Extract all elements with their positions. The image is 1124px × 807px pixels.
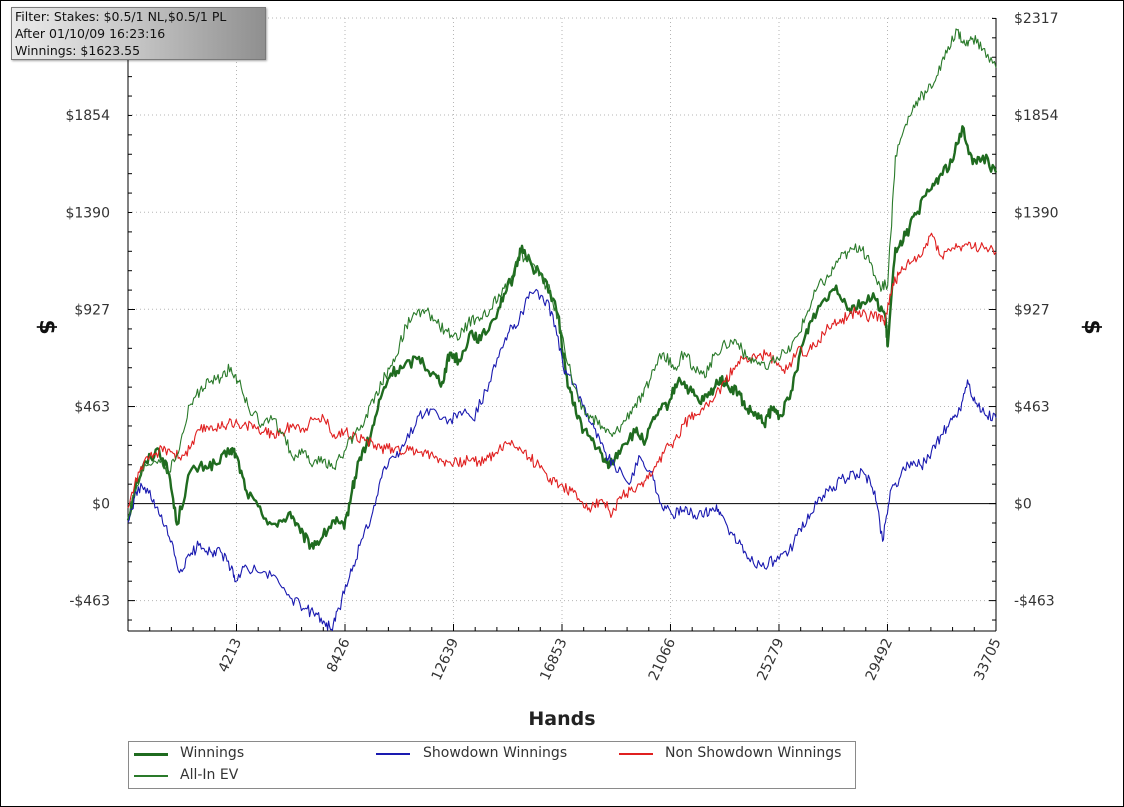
x-tick-label: 16853 xyxy=(537,636,570,683)
legend-label-allin-ev: All-In EV xyxy=(180,767,239,783)
legend-label-non-showdown: Non Showdown Winnings xyxy=(665,745,842,761)
series-line-non-showdown-winnings xyxy=(127,232,997,518)
y-axis-title-left: $ xyxy=(34,319,59,334)
filter-info-box: Filter: Stakes: $0.5/1 NL,$0.5/1 PL Afte… xyxy=(11,7,266,60)
x-tick-label: 4213 xyxy=(216,636,246,675)
series-line-winnings xyxy=(126,125,998,550)
y-tick-label-right: $927 xyxy=(1014,302,1050,318)
grid xyxy=(128,17,997,631)
legend-label-showdown: Showdown Winnings xyxy=(423,745,568,761)
y-tick-label-right: $0 xyxy=(1014,497,1032,513)
series-line-all-in-ev xyxy=(127,28,997,517)
y-tick-label-left: $1854 xyxy=(65,108,110,124)
winnings-total-text: Winnings: $1623.55 xyxy=(15,43,141,58)
y-tick-label-left: $927 xyxy=(74,302,110,318)
y-tick-label-right: $1390 xyxy=(1014,205,1059,221)
x-tick-label: 29492 xyxy=(863,636,896,683)
x-axis-title: Hands xyxy=(528,708,595,730)
legend-label-winnings: Winnings xyxy=(180,745,245,761)
x-tick-label: 8426 xyxy=(324,636,354,675)
after-date-text: After 01/10/09 16:23:16 xyxy=(15,26,166,41)
y-tick-label-left: $463 xyxy=(74,400,110,416)
legend-swatch-showdown xyxy=(376,753,410,755)
y-tick-label-right: $2317 xyxy=(1014,11,1059,27)
legend-swatch-non-showdown xyxy=(619,753,653,755)
series-group xyxy=(126,28,998,632)
x-tick-label: 12639 xyxy=(429,636,462,683)
x-tick-label: 33705 xyxy=(971,636,1004,683)
y-tick-label-right: $1854 xyxy=(1014,108,1059,124)
y-tick-label-right: $463 xyxy=(1014,400,1050,416)
legend: Winnings Showdown Winnings Non Showdown … xyxy=(128,741,856,789)
y-tick-label-left: -$463 xyxy=(69,594,110,610)
y-tick-label-right: -$463 xyxy=(1014,594,1055,610)
x-tick-label: 25279 xyxy=(754,636,787,683)
x-tick-label: 21066 xyxy=(646,636,679,683)
filter-text: Filter: Stakes: $0.5/1 NL,$0.5/1 PL xyxy=(15,9,227,24)
legend-swatch-winnings xyxy=(134,753,168,756)
y-axis-title-right: $ xyxy=(1079,319,1104,334)
y-tick-label-left: $0 xyxy=(92,497,110,513)
legend-swatch-allin-ev xyxy=(134,775,168,777)
y-tick-label-left: $1390 xyxy=(65,205,110,221)
